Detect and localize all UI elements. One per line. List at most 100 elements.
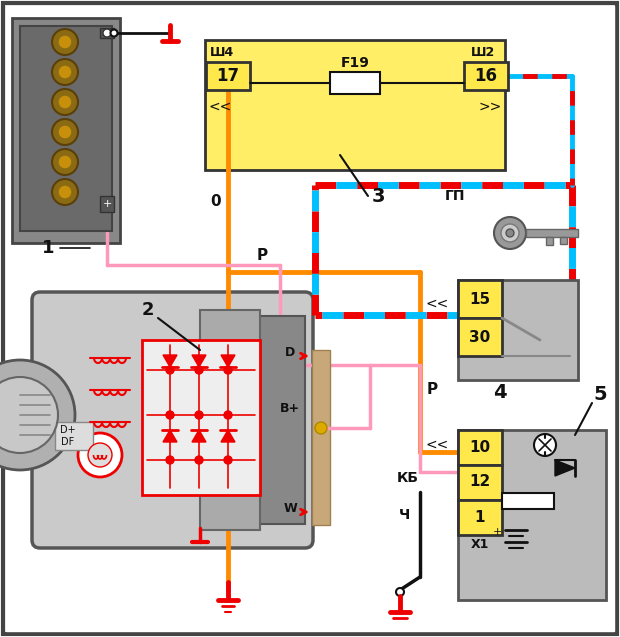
Text: Р: Р xyxy=(427,382,438,397)
Circle shape xyxy=(494,217,526,249)
Circle shape xyxy=(78,433,122,477)
Text: 30: 30 xyxy=(469,329,490,345)
Polygon shape xyxy=(163,355,177,367)
Circle shape xyxy=(52,89,78,115)
FancyBboxPatch shape xyxy=(6,6,614,631)
FancyBboxPatch shape xyxy=(458,318,502,356)
Circle shape xyxy=(103,29,111,37)
FancyBboxPatch shape xyxy=(458,500,502,535)
Text: Ч: Ч xyxy=(399,508,410,522)
FancyBboxPatch shape xyxy=(3,3,617,634)
Circle shape xyxy=(58,35,72,49)
FancyBboxPatch shape xyxy=(458,430,606,600)
FancyBboxPatch shape xyxy=(200,310,260,530)
FancyBboxPatch shape xyxy=(255,316,305,524)
Polygon shape xyxy=(555,460,575,476)
Circle shape xyxy=(501,224,519,242)
Circle shape xyxy=(195,456,203,464)
Circle shape xyxy=(52,29,78,55)
FancyBboxPatch shape xyxy=(32,292,313,548)
Circle shape xyxy=(166,456,174,464)
Text: ГП: ГП xyxy=(445,189,465,203)
Text: D+: D+ xyxy=(60,425,76,435)
Circle shape xyxy=(110,29,118,36)
Circle shape xyxy=(52,149,78,175)
Circle shape xyxy=(534,434,556,456)
FancyBboxPatch shape xyxy=(12,18,120,243)
Text: Ш4: Ш4 xyxy=(210,47,234,59)
FancyBboxPatch shape xyxy=(330,72,380,94)
Text: 1: 1 xyxy=(42,239,55,257)
Circle shape xyxy=(396,588,404,596)
FancyBboxPatch shape xyxy=(546,237,553,245)
FancyBboxPatch shape xyxy=(312,350,330,525)
Text: Ш2: Ш2 xyxy=(471,47,495,59)
FancyBboxPatch shape xyxy=(458,465,502,500)
Circle shape xyxy=(0,360,75,470)
FancyBboxPatch shape xyxy=(458,430,502,465)
FancyBboxPatch shape xyxy=(560,237,567,244)
Polygon shape xyxy=(221,430,235,442)
Text: +: + xyxy=(102,199,112,209)
Circle shape xyxy=(224,366,232,374)
Circle shape xyxy=(52,179,78,205)
Polygon shape xyxy=(192,355,206,367)
Text: 2: 2 xyxy=(142,301,154,319)
FancyBboxPatch shape xyxy=(205,40,505,170)
FancyBboxPatch shape xyxy=(142,340,260,495)
Circle shape xyxy=(58,155,72,169)
Circle shape xyxy=(58,95,72,109)
Text: <<: << xyxy=(425,438,449,452)
Text: F19: F19 xyxy=(340,56,370,70)
FancyBboxPatch shape xyxy=(464,62,508,90)
Circle shape xyxy=(58,125,72,139)
FancyBboxPatch shape xyxy=(458,280,502,318)
Text: 17: 17 xyxy=(216,67,239,85)
Text: КБ: КБ xyxy=(397,471,419,485)
Circle shape xyxy=(52,119,78,145)
Text: Р: Р xyxy=(257,248,268,264)
Circle shape xyxy=(166,411,174,419)
Circle shape xyxy=(58,65,72,79)
Text: 12: 12 xyxy=(469,475,490,489)
Circle shape xyxy=(224,456,232,464)
FancyBboxPatch shape xyxy=(20,26,112,231)
Circle shape xyxy=(166,366,174,374)
Text: X1: X1 xyxy=(471,538,489,552)
Circle shape xyxy=(88,443,112,467)
Circle shape xyxy=(52,59,78,85)
Polygon shape xyxy=(163,430,177,442)
FancyBboxPatch shape xyxy=(100,196,114,212)
Circle shape xyxy=(315,422,327,434)
Text: <<: << xyxy=(425,297,449,311)
Text: 4: 4 xyxy=(493,382,507,401)
FancyBboxPatch shape xyxy=(502,493,554,509)
Polygon shape xyxy=(192,430,206,442)
Text: 16: 16 xyxy=(474,67,497,85)
Circle shape xyxy=(0,377,58,453)
FancyBboxPatch shape xyxy=(526,229,578,237)
Text: <<: << xyxy=(208,100,232,114)
Text: 15: 15 xyxy=(469,292,490,306)
Circle shape xyxy=(195,366,203,374)
FancyBboxPatch shape xyxy=(458,280,578,380)
Text: 10: 10 xyxy=(469,440,490,455)
Text: W: W xyxy=(283,501,297,515)
Text: D: D xyxy=(285,345,295,359)
FancyBboxPatch shape xyxy=(55,422,93,450)
Circle shape xyxy=(58,185,72,199)
Circle shape xyxy=(506,229,514,237)
Text: 0: 0 xyxy=(211,194,221,210)
Text: DF: DF xyxy=(61,437,74,447)
FancyBboxPatch shape xyxy=(206,62,250,90)
Circle shape xyxy=(224,411,232,419)
Text: 5: 5 xyxy=(593,385,607,404)
Polygon shape xyxy=(221,355,235,367)
Text: 3: 3 xyxy=(371,187,385,206)
FancyBboxPatch shape xyxy=(100,28,114,38)
Text: +: + xyxy=(492,527,502,537)
Text: >>: >> xyxy=(479,100,502,114)
Text: 1: 1 xyxy=(475,510,485,524)
Circle shape xyxy=(195,411,203,419)
Text: B+: B+ xyxy=(280,401,300,415)
